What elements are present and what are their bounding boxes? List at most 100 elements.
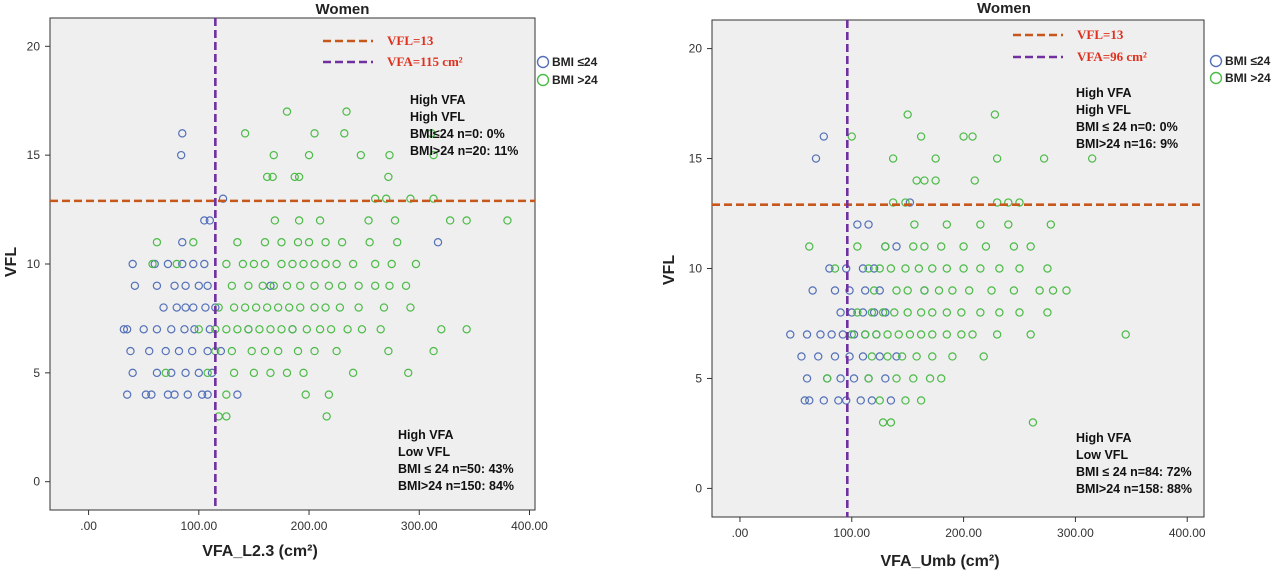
data-point [883,330,892,339]
data-point [1048,286,1058,295]
data-point [1039,154,1049,163]
data-point [429,150,438,160]
data-point [258,281,267,290]
data-point [161,368,170,378]
y-tick-label: 10 [27,257,41,271]
data-point [976,264,985,273]
data-point [163,259,173,269]
data-point [825,264,834,273]
data-point [429,346,438,356]
data-point [934,286,944,295]
data-point [310,259,319,269]
data-point [867,308,877,317]
data-point [1015,198,1024,207]
data-point [881,374,890,383]
chart-panel-vfa-l23: Women VFL VFA_L2.3 (cm²) .00 100.00 200.00 300… [3,1,598,560]
data-point [869,286,879,295]
x-tick-label: 100.00 [180,519,217,533]
data-point [294,172,304,182]
x-tick-label: 300.00 [1057,526,1094,540]
data-point [218,194,228,203]
data-point [1043,264,1052,273]
data-point [321,259,330,269]
y-axis-label: VFL [661,255,678,285]
data-point [227,281,237,290]
data-point [187,346,197,356]
annotation-line: BMI>24 n=20: 11% [410,144,518,158]
data-point [354,303,363,312]
data-point [905,198,915,207]
data-point [343,325,352,334]
data-point [293,346,303,356]
data-point [183,390,192,399]
data-point [384,172,393,182]
data-point [928,330,937,339]
data-point [370,281,380,290]
ref-legend-label: VFL=13 [1077,27,1124,42]
data-point [189,303,198,312]
data-point [404,368,413,378]
data-point [1026,242,1035,251]
data-point [322,412,331,421]
data-point [385,281,394,290]
data-point [830,286,840,295]
data-point [201,303,210,312]
data-point [365,238,374,247]
data-point [878,308,888,317]
data-point [942,330,952,339]
data-point [920,242,929,251]
data-point [364,216,373,225]
data-point [462,325,471,334]
data-point [282,281,292,290]
data-point [1121,330,1130,339]
annotation-line: BMI ≤ 24 n=50: 43% [398,462,514,476]
data-point [277,259,286,269]
data-point [181,281,190,290]
data-point [284,303,294,312]
data-point [805,396,814,405]
data-point [299,368,308,378]
data-point [205,216,215,225]
data-point [354,281,363,290]
data-point [853,242,862,251]
data-point [288,325,297,334]
data-point [433,238,443,247]
data-point [437,325,446,334]
data-point [310,129,319,138]
data-point [992,154,1002,163]
y-tick-label: 5 [33,366,40,380]
data-point [892,242,901,251]
data-point [222,259,231,269]
data-point [122,390,132,399]
data-point [942,308,952,317]
data-point [190,325,199,334]
y-axis-label: VFL [3,247,20,277]
data-point [324,281,334,290]
annotation-line: BMI>24 n=150: 84% [398,479,514,493]
y-tick-label: 0 [695,481,702,495]
data-point [122,325,132,334]
data-point [875,286,884,295]
data-point [302,325,312,334]
data-point [878,418,888,427]
data-point [233,238,242,247]
data-point [251,303,261,312]
data-point [462,216,471,225]
data-point [268,172,277,182]
data-point [942,220,952,229]
data-point [393,238,402,247]
ref-legend-label: VFA=115 cm² [387,54,463,69]
data-point [992,198,1002,207]
data-point [321,238,330,247]
annotation-line: High VFA [1076,86,1132,100]
data-point [296,281,305,290]
data-point [381,194,391,203]
data-point [150,259,159,269]
annotation-high-vfa-low-vfl: High VFA Low VFL BMI ≤ 24 n=84: 72% BMI>24 … [1076,431,1192,496]
annotation-line: High VFL [410,110,465,124]
annotation-high-vfa-high-vfl: High VFA High VFL BMI≤24 n=0: 0% BMI>24 n=2… [410,93,518,158]
data-point [853,220,862,229]
data-point [310,346,319,356]
data-point [858,352,868,361]
data-point [337,281,347,290]
